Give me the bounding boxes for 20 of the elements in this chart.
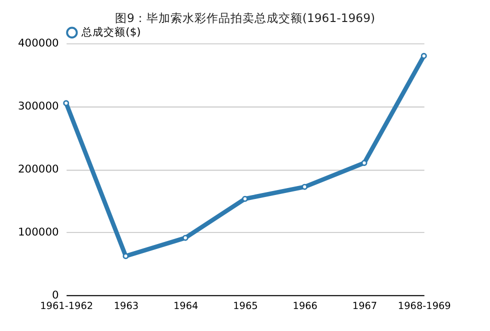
y-tick-label: 300000 — [18, 100, 60, 113]
point — [361, 160, 368, 166]
point — [302, 184, 308, 190]
point — [182, 234, 188, 241]
x-tick-label: 1967 — [352, 301, 378, 312]
x-tick-label: 1964 — [173, 301, 198, 312]
point — [420, 52, 427, 59]
chart-title: 图9：毕加索水彩作品拍卖总成交额(1961-1969) — [114, 10, 376, 25]
x-tick-label: 1965 — [233, 301, 258, 312]
point — [63, 100, 70, 106]
x-tick-label: 1966 — [292, 301, 318, 312]
y-tick-label: 0 — [52, 288, 60, 302]
y-tick-label: 400000 — [18, 36, 60, 50]
x-tick-label: 1968-1969 — [398, 301, 451, 312]
legend-label: 总成交额($) — [80, 26, 141, 39]
x-tick-label: 1961-1962 — [40, 301, 94, 312]
y-tick-label: 200000 — [18, 162, 60, 176]
y-tick-label: 100000 — [18, 226, 60, 239]
x-tick-label: 1963 — [114, 301, 139, 312]
point — [242, 196, 248, 202]
